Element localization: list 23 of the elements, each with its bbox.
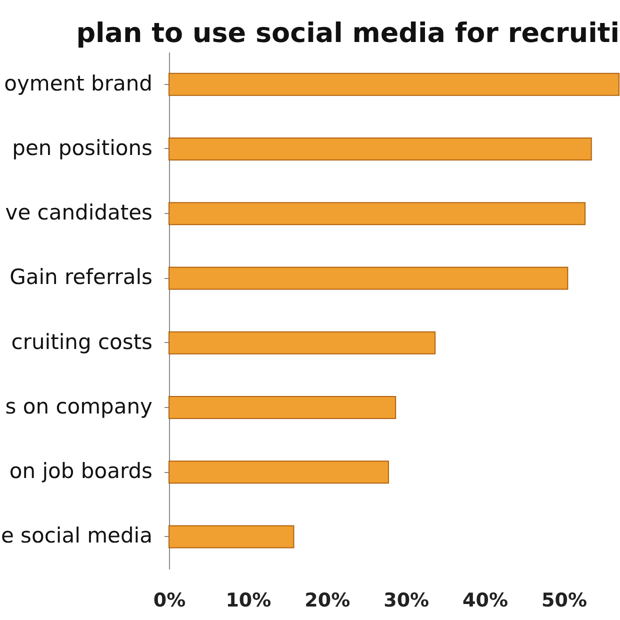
- x-tick-label: 10%: [226, 590, 272, 612]
- bar: [168, 72, 620, 96]
- bar: [168, 266, 568, 290]
- x-tick-label: 40%: [462, 590, 508, 612]
- y-tick-label: s on company: [5, 394, 152, 418]
- y-tick-label: e social media: [0, 524, 152, 548]
- bar: [168, 137, 592, 160]
- bar: [168, 460, 389, 484]
- y-tick-label: Gain referrals: [10, 265, 152, 290]
- y-tick-label: cruiting costs: [11, 330, 152, 354]
- chart-title: plan to use social media for recruiti: [76, 18, 620, 49]
- bar: [168, 202, 586, 226]
- y-tick-label: pen positions: [12, 136, 152, 160]
- bar: [168, 525, 294, 548]
- bar: [168, 396, 396, 419]
- y-tick-label: on job boards: [9, 459, 152, 484]
- x-tick-label: 20%: [304, 590, 350, 612]
- x-tick-label: 30%: [384, 590, 430, 612]
- x-tick-label: 0%: [153, 590, 186, 612]
- x-tick-label: 50%: [541, 590, 587, 612]
- y-tick-label: ve candidates: [5, 200, 152, 225]
- y-tick-label: oyment brand: [4, 71, 152, 96]
- bar: [168, 331, 436, 354]
